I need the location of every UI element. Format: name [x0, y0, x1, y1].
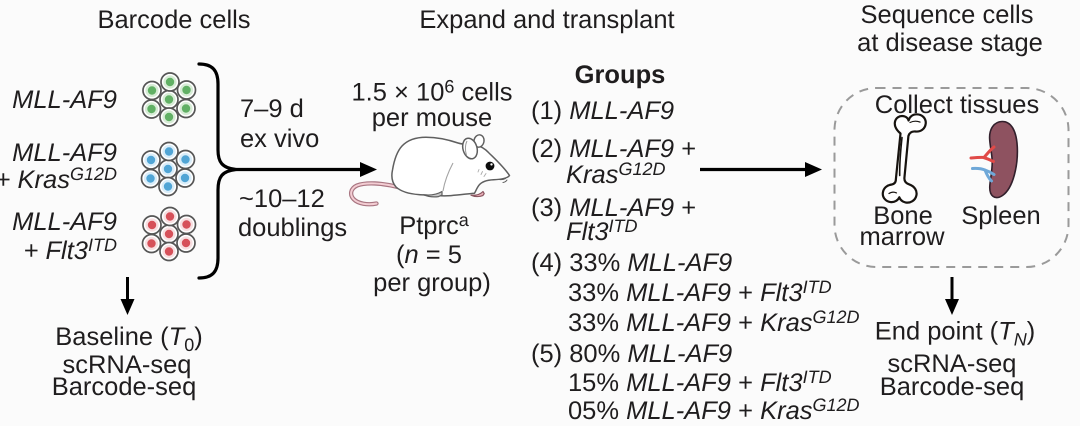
svg-text:MLL-AF9: MLL-AF9 — [12, 139, 117, 167]
svg-text:(2) MLL-AF9 +: (2) MLL-AF9 + — [531, 135, 696, 163]
svg-text:at disease stage: at disease stage — [857, 29, 1043, 57]
svg-text:ex vivo: ex vivo — [240, 125, 319, 153]
svg-text:scRNA-seq: scRNA-seq — [888, 350, 1017, 378]
svg-text:Baseline (T0): Baseline (T0) — [55, 323, 203, 355]
svg-text:End point (TN): End point (TN) — [875, 318, 1035, 350]
svg-text:33% MLL-AF9 + Flt3ITD: 33% MLL-AF9 + Flt3ITD — [568, 277, 832, 307]
svg-text:(3) MLL-AF9 +: (3) MLL-AF9 + — [531, 194, 696, 222]
svg-text:(1) MLL-AF9: (1) MLL-AF9 — [531, 97, 674, 125]
svg-text:~10–12: ~10–12 — [239, 185, 325, 213]
svg-text:05% MLL-AF9 + KrasG12D: 05% MLL-AF9 + KrasG12D — [568, 395, 860, 425]
svg-text:Sequence cells: Sequence cells — [861, 1, 1034, 29]
svg-text:MLL-AF9: MLL-AF9 — [12, 208, 117, 236]
svg-text:Barcode cells: Barcode cells — [97, 6, 250, 34]
svg-text:+ Flt3ITD: + Flt3ITD — [24, 235, 118, 265]
svg-text:15% MLL-AF9 + Flt3ITD: 15% MLL-AF9 + Flt3ITD — [568, 367, 832, 397]
svg-text:Spleen: Spleen — [961, 202, 1040, 230]
svg-text:(5) 80% MLL-AF9: (5) 80% MLL-AF9 — [531, 340, 732, 368]
svg-text:Groups: Groups — [575, 61, 666, 89]
svg-text:scRNA-seq: scRNA-seq — [63, 351, 192, 379]
svg-text:Barcode-seq: Barcode-seq — [880, 373, 1025, 401]
svg-text:7–9 d: 7–9 d — [240, 95, 304, 123]
svg-text:per mouse: per mouse — [372, 104, 492, 132]
svg-text:Barcode-seq: Barcode-seq — [52, 373, 197, 401]
svg-text:1.5 × 106 cells: 1.5 × 106 cells — [352, 77, 513, 107]
svg-text:MLL-AF9: MLL-AF9 — [12, 86, 117, 114]
svg-text:Collect tissues: Collect tissues — [875, 91, 1039, 119]
svg-text:Ptprca: Ptprca — [399, 210, 470, 240]
svg-text:per group): per group) — [373, 269, 491, 297]
svg-text:(4) 33% MLL-AF9: (4) 33% MLL-AF9 — [531, 249, 732, 277]
svg-text:Expand and transplant: Expand and transplant — [419, 6, 674, 34]
svg-text:doublings: doublings — [238, 214, 347, 242]
svg-text:(n = 5: (n = 5 — [396, 241, 462, 269]
svg-text:33% MLL-AF9 + KrasG12D: 33% MLL-AF9 + KrasG12D — [568, 307, 860, 337]
svg-text:Bone: Bone — [873, 202, 933, 230]
svg-text:marrow: marrow — [859, 223, 945, 251]
